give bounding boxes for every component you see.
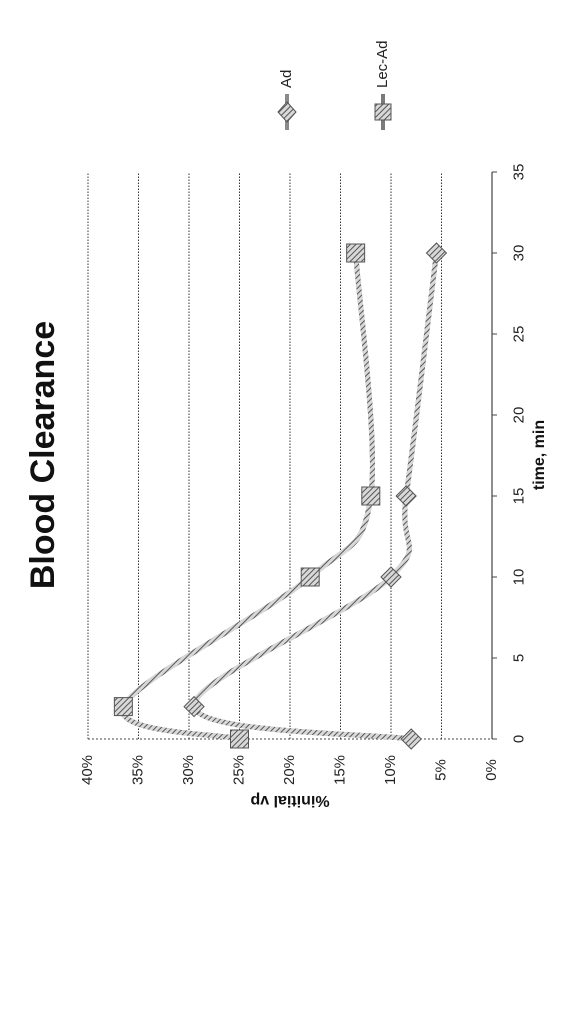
x-tick-label: 15 (510, 488, 527, 505)
legend-label: Ad (278, 70, 295, 88)
legend-label: Lec-Ad (374, 40, 391, 88)
data-point-ad (380, 566, 402, 588)
x-tick-label: 20 (510, 407, 527, 424)
x-tick-label: 30 (510, 245, 527, 262)
x-axis-label: time, min (531, 420, 548, 490)
data-point-lec-ad (230, 729, 249, 749)
y-tick-label: 20% (281, 755, 298, 785)
y-tick-label: 10% (382, 755, 399, 785)
legend-marker (277, 101, 297, 123)
data-point-ad (400, 728, 422, 750)
chart-title: Blood Clearance (24, 321, 62, 589)
legend-marker (374, 103, 392, 121)
y-tick-label: 25% (230, 755, 247, 785)
data-point-lec-ad (361, 486, 381, 506)
x-tick-label: 0 (510, 735, 527, 743)
x-tick-label: 5 (510, 654, 527, 662)
y-tick-label: 0% (483, 759, 500, 781)
plot-area: 0 5 10 15 20 25 30 35 0% 5% 10% 15% 20% 25% 30% 35% 40% A… (79, 40, 527, 785)
y-tick-label: 5% (432, 759, 449, 781)
y-tick-label: 35% (129, 755, 146, 785)
series-line-lec-ad (120, 252, 375, 742)
data-point-ad (395, 485, 417, 507)
series-line-texture-lec-ad (120, 252, 375, 742)
data-point-lec-ad (346, 243, 366, 263)
y-tick-label: 15% (331, 755, 348, 785)
y-axis-label: %initial vp (250, 792, 329, 809)
data-point-ad (425, 242, 448, 264)
data-point-ad (183, 695, 205, 718)
data-point-lec-ad (113, 697, 133, 717)
legend-item-ad: Ad (277, 70, 297, 130)
data-point-lec-ad (300, 567, 320, 587)
x-tick-label: 10 (510, 569, 527, 586)
x-tick-label: 25 (510, 326, 527, 343)
y-tick-label: 40% (79, 755, 96, 785)
x-tick-label: 35 (510, 164, 527, 181)
legend-item-lec-ad: Lec-Ad (374, 40, 392, 130)
y-tick-label: 30% (180, 755, 197, 785)
series-line-texture-ad (191, 252, 439, 742)
